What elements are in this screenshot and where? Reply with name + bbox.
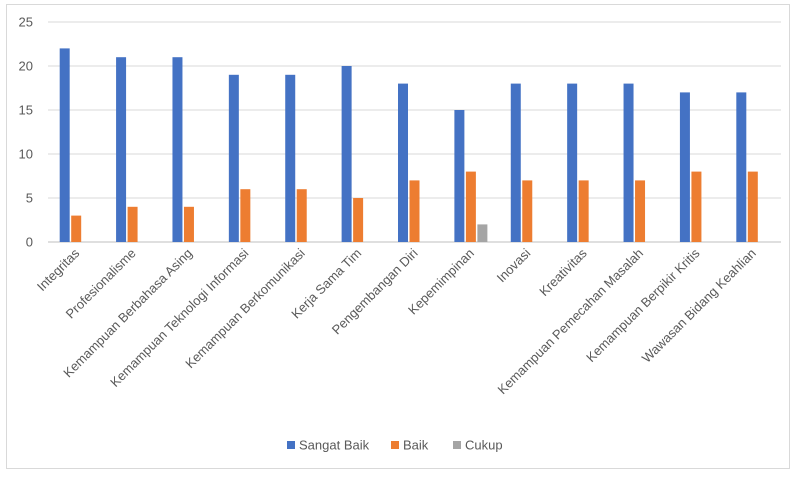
- legend-label: Cukup: [465, 438, 503, 453]
- bar-baik: [296, 189, 307, 242]
- x-tick-label: Wawasan Bidang Keahlian: [639, 246, 759, 366]
- bar-sangat-baik: [116, 57, 127, 243]
- y-tick-label: 15: [19, 103, 33, 118]
- bar-baik: [409, 180, 420, 242]
- bar-sangat-baik: [398, 83, 408, 242]
- bar-sangat-baik: [736, 92, 747, 243]
- x-tick-label: Kemampuan Berpikir Kritis: [583, 245, 703, 365]
- y-tick-label: 20: [19, 59, 33, 74]
- legend-label: Baik: [403, 438, 429, 453]
- bar-baik: [127, 206, 138, 242]
- bar-sangat-baik: [454, 110, 465, 242]
- x-tick-label: Integritas: [34, 245, 83, 294]
- y-tick-label: 5: [26, 191, 33, 206]
- bar-baik: [465, 171, 476, 242]
- bar-baik: [635, 180, 646, 242]
- bar-sangat-baik: [679, 92, 690, 243]
- bar-sangat-baik: [228, 74, 239, 242]
- bar-sangat-baik: [510, 83, 521, 242]
- bar-baik: [353, 198, 364, 242]
- bar-sangat-baik: [567, 83, 578, 242]
- bars: [59, 48, 758, 243]
- bar-baik: [747, 171, 758, 242]
- bar-baik: [240, 189, 251, 242]
- x-tick-label: Kemampuan Berkomunikasi: [182, 245, 308, 371]
- legend-swatch: [287, 441, 295, 449]
- y-axis: 0 5 10 15 20 25: [19, 15, 33, 250]
- legend-swatch: [391, 441, 399, 449]
- legend-label: Sangat Baik: [299, 438, 370, 453]
- gridlines: [48, 21, 781, 243]
- bar-sangat-baik: [341, 66, 352, 242]
- y-tick-label: 0: [26, 235, 33, 250]
- bar-sangat-baik: [172, 57, 183, 243]
- bar-baik: [522, 180, 533, 242]
- bar-baik: [691, 171, 702, 242]
- bar-sangat-baik: [623, 83, 634, 242]
- y-tick-label: 25: [19, 15, 33, 30]
- x-tick-label: Inovasi: [494, 245, 534, 285]
- bar-sangat-baik: [59, 48, 70, 243]
- bar-baik: [578, 180, 589, 242]
- y-tick-label: 10: [19, 147, 33, 162]
- bar-baik: [183, 206, 194, 242]
- legend: Sangat Baik Baik Cukup: [287, 438, 503, 453]
- legend-swatch: [453, 441, 461, 449]
- bar-sangat-baik: [285, 74, 296, 242]
- bar-cukup: [477, 224, 488, 242]
- bar-baik: [71, 215, 82, 242]
- x-tick-label: Kreativitas: [536, 245, 590, 299]
